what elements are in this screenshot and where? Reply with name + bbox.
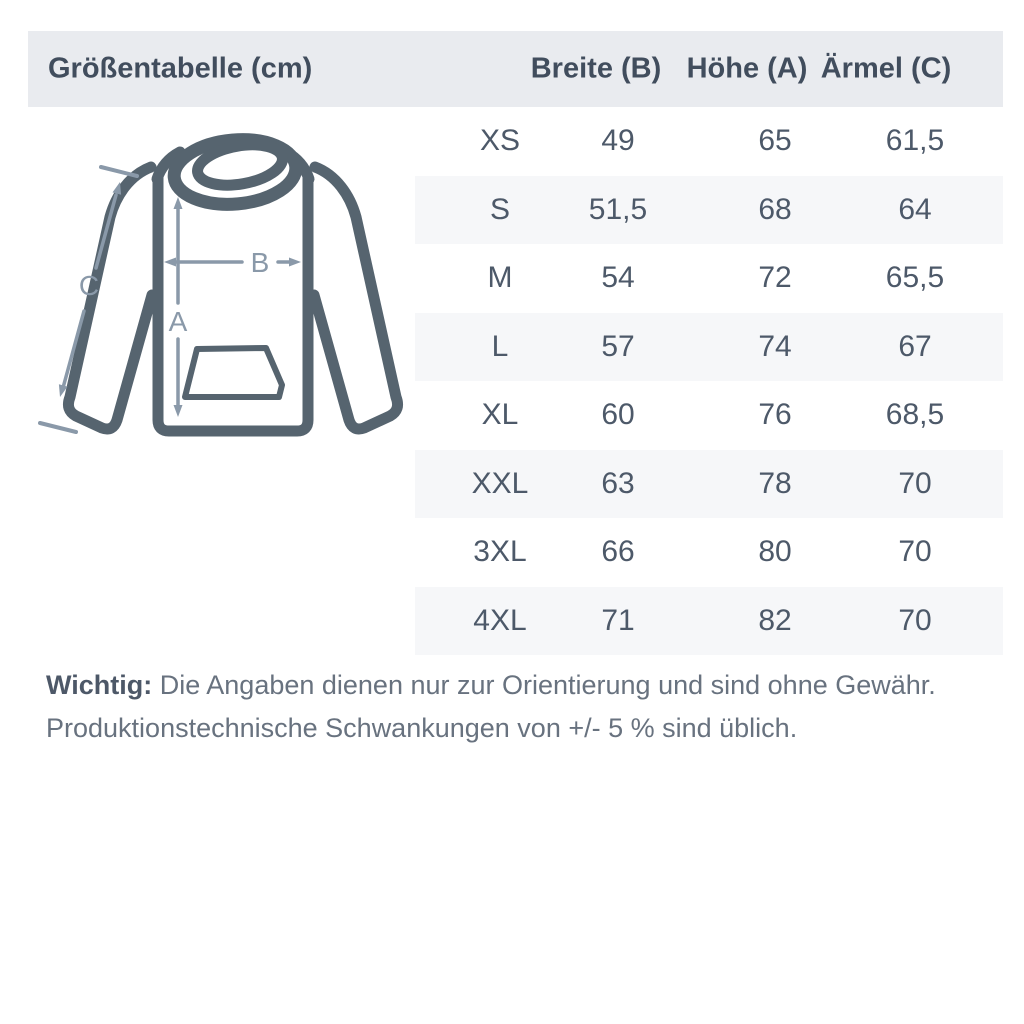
dimension-arrow-c: C (38, 165, 139, 434)
cell-hoehe: 65 (758, 124, 792, 158)
cell-aermel: 61,5 (885, 124, 945, 158)
cell-breite: 49 (601, 124, 635, 158)
cell-breite: 57 (601, 329, 635, 363)
disclaimer-line2: Produktionstechnische Schwankungen von +… (46, 713, 798, 743)
table-header-band: Größentabelle (cm) Breite (B) Höhe (A) Ä… (28, 31, 1003, 107)
left-shoulder-seam (151, 146, 186, 185)
table-row: XL 60 76 68,5 (415, 381, 1003, 450)
page-title: Größentabelle (cm) (48, 52, 313, 85)
cell-aermel: 67 (898, 329, 932, 363)
hood-inner-ring (192, 139, 288, 191)
cell-breite: 51,5 (588, 192, 648, 226)
cell-hoehe: 78 (758, 466, 792, 500)
dimension-arrow-b: B (164, 247, 301, 278)
cell-aermel: 70 (898, 466, 932, 500)
cell-size: XL (481, 398, 519, 432)
cell-aermel: 70 (898, 603, 932, 637)
cell-breite: 71 (601, 603, 635, 637)
cell-breite: 54 (601, 261, 635, 295)
disclaimer-bold-prefix: Wichtig: (46, 670, 153, 700)
hoodie-body-outline (152, 171, 314, 437)
size-table-body: XS 49 65 61,5 S 51,5 68 64 M 54 72 65,5 … (415, 107, 1003, 655)
cell-breite: 60 (601, 398, 635, 432)
cell-hoehe: 76 (758, 398, 792, 432)
table-row: S 51,5 68 64 (415, 175, 1003, 244)
dimension-label-c: C (79, 270, 99, 301)
table-row: XXL 63 78 70 (415, 449, 1003, 518)
table-row: L 57 74 67 (415, 312, 1003, 381)
dimension-label-a: A (169, 306, 188, 337)
cell-size: L (491, 329, 509, 363)
cell-hoehe: 68 (758, 192, 792, 226)
column-header-aermel: Ärmel (C) (820, 52, 952, 85)
cell-aermel: 64 (898, 192, 932, 226)
cell-hoehe: 82 (758, 603, 792, 637)
table-row: M 54 72 65,5 (415, 244, 1003, 313)
column-header-breite: Breite (B) (530, 52, 662, 85)
table-row: 4XL 71 82 70 (415, 586, 1003, 655)
cell-hoehe: 74 (758, 329, 792, 363)
cell-aermel: 68,5 (885, 398, 945, 432)
cell-size: 4XL (473, 603, 527, 637)
cell-aermel: 65,5 (885, 261, 945, 295)
hoodie-measurement-diagram: A B C (38, 133, 403, 437)
left-sleeve-outline (63, 161, 158, 435)
disclaimer-note: Wichtig: Die Angaben dienen nur zur Orie… (46, 664, 986, 750)
cell-breite: 66 (601, 535, 635, 569)
right-sleeve-outline (308, 161, 403, 435)
cell-size: XXL (471, 466, 529, 500)
dimension-arrow-a: A (169, 197, 188, 417)
dimension-label-b: B (251, 247, 270, 278)
cell-hoehe: 72 (758, 261, 792, 295)
cell-size: XS (479, 124, 521, 158)
disclaimer-line1: Die Angaben dienen nur zur Orientierung … (159, 670, 936, 700)
cell-aermel: 70 (898, 535, 932, 569)
table-row: XS 49 65 61,5 (415, 107, 1003, 176)
cell-size: M (487, 261, 513, 295)
table-row: 3XL 66 80 70 (415, 518, 1003, 587)
cell-breite: 63 (601, 466, 635, 500)
column-header-hoehe: Höhe (A) (686, 52, 808, 85)
cell-hoehe: 80 (758, 535, 792, 569)
cell-size: 3XL (473, 535, 527, 569)
cell-size: S (489, 192, 511, 226)
kangaroo-pocket (182, 345, 285, 400)
